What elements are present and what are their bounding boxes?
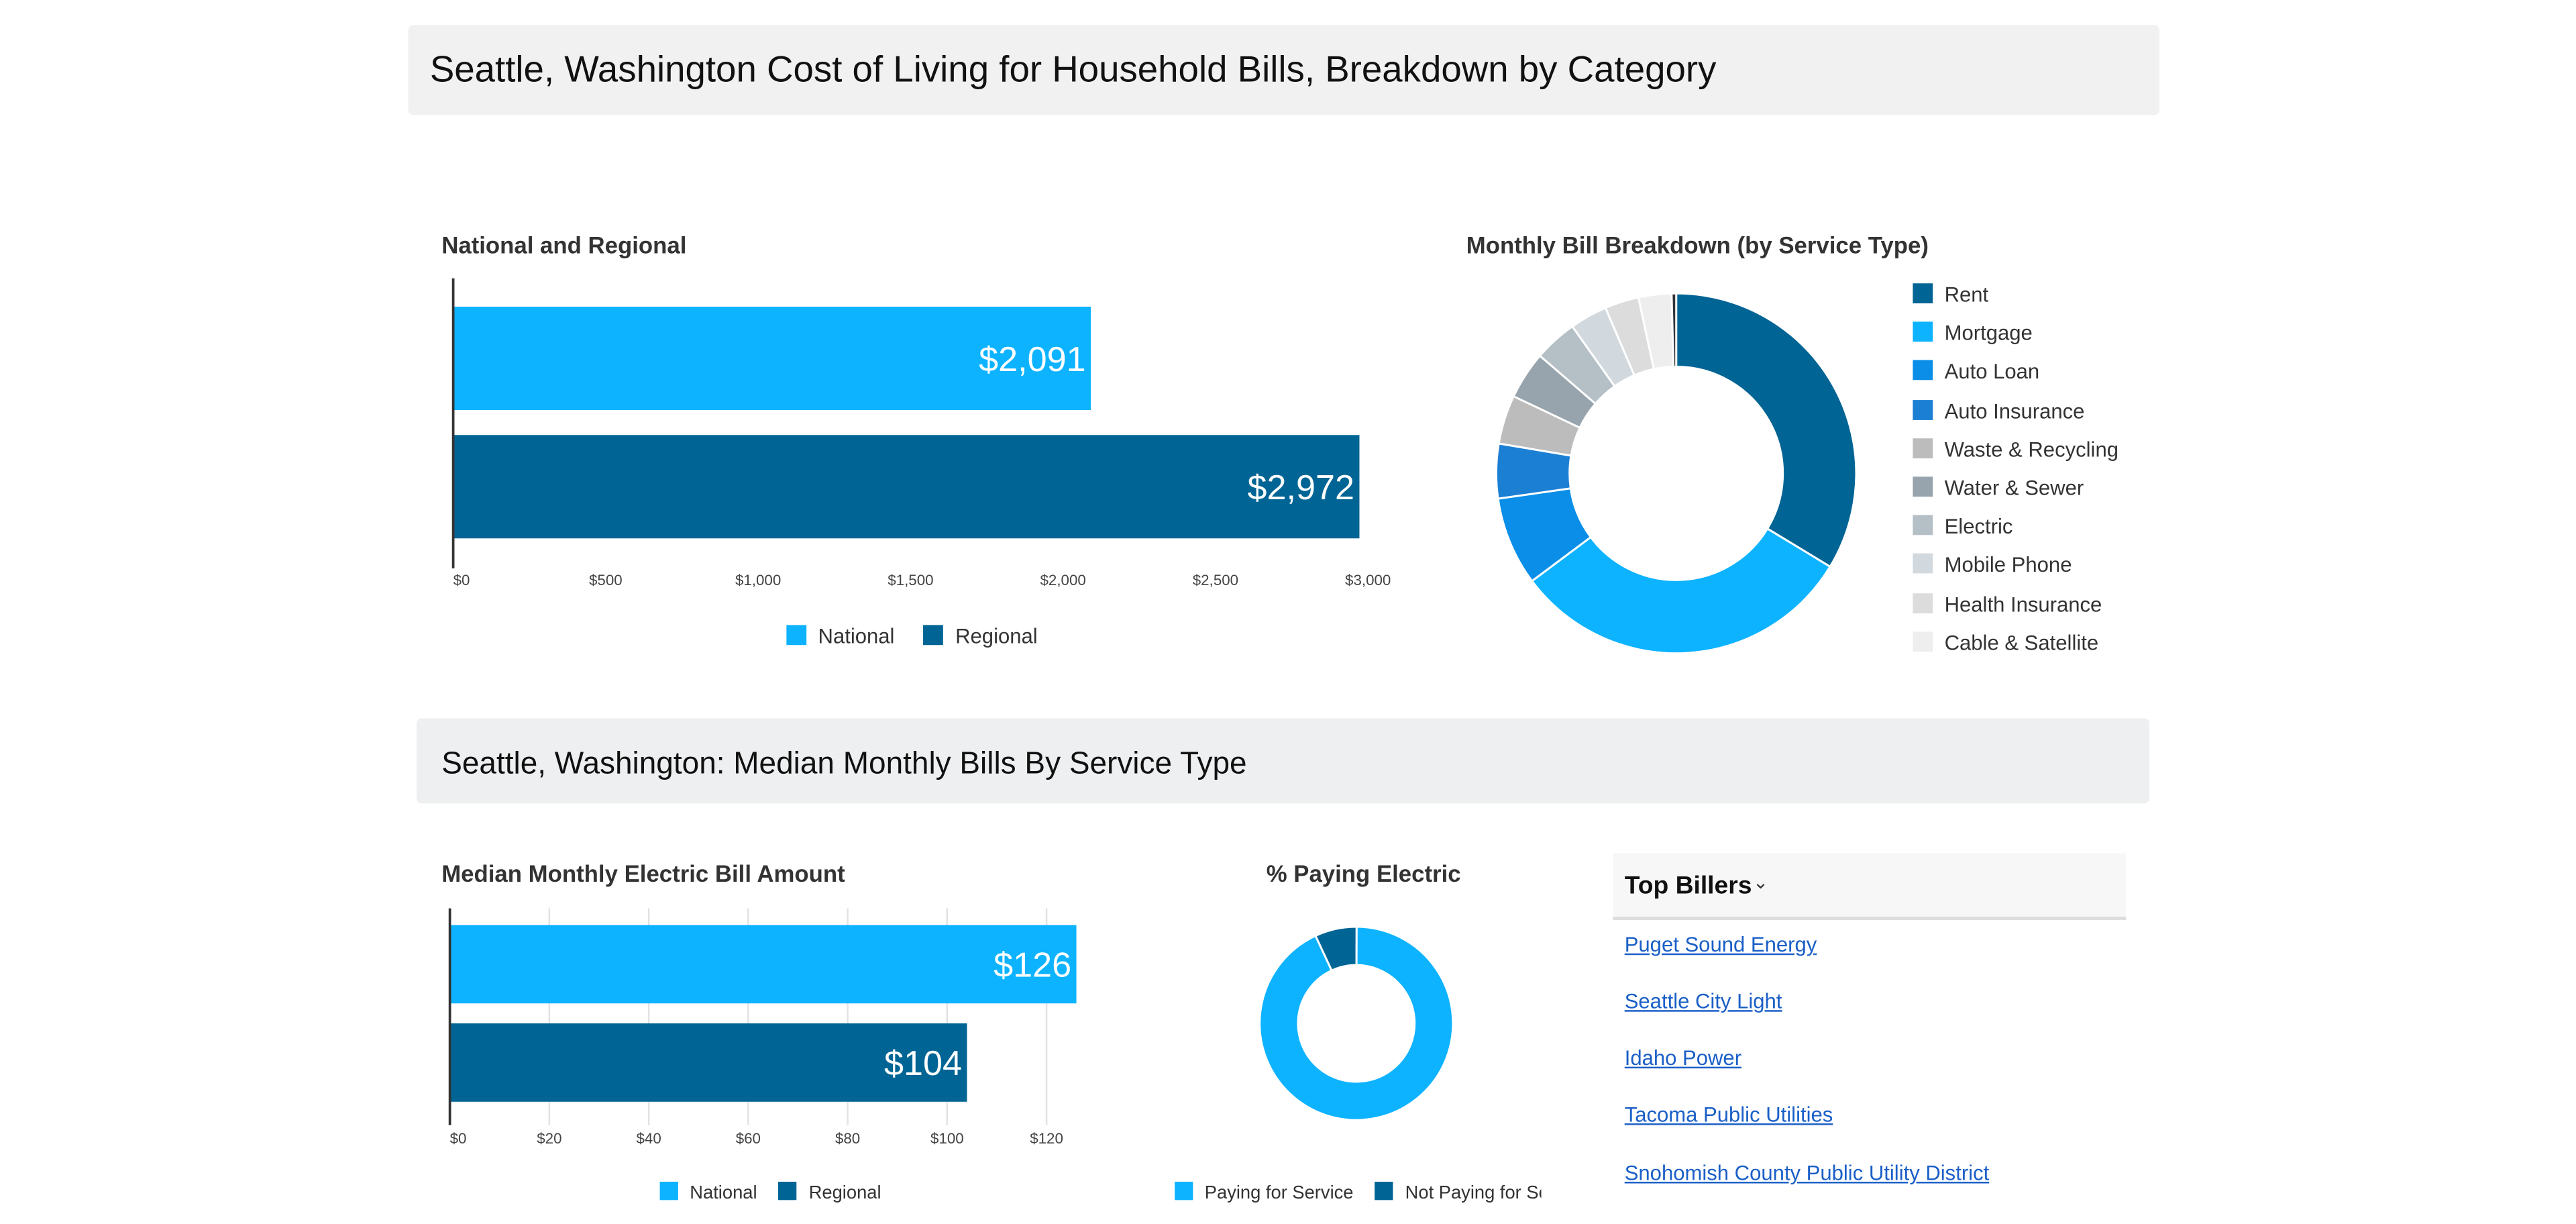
legend-label: Cable & Satellite <box>1944 631 2099 655</box>
bar-regional <box>453 435 1360 539</box>
legend-label: Auto Loan <box>1944 360 2040 385</box>
electric-bar-legend: National Regional <box>659 1182 881 1203</box>
legend-item: Mobile Phone <box>1913 554 2072 578</box>
legend-swatch <box>1913 515 1933 536</box>
bar-regional <box>449 1023 967 1102</box>
x-tick-label: $3,000 <box>1345 572 1391 589</box>
legend-swatch <box>1913 554 1933 574</box>
legend-item: Auto Loan <box>1913 360 2039 384</box>
top-billers-dropdown[interactable] <box>1613 853 2127 921</box>
bar-data-label: $2,972 <box>1248 468 1354 507</box>
legend-swatch <box>1913 283 1933 304</box>
bar-data-label: $104 <box>884 1044 962 1083</box>
legend-item: Mortgage <box>1913 321 2033 346</box>
section-title: Seattle, Washington: Median Monthly Bill… <box>441 745 1247 780</box>
legend-label: Waste & Recycling <box>1944 438 2118 462</box>
slice-other <box>1670 292 1678 368</box>
legend-item: Waste & Recycling <box>1913 438 2118 462</box>
section-banner <box>416 718 2150 804</box>
biller-link[interactable]: Seattle City Light <box>1624 990 1782 1014</box>
legend-item: Electric <box>1913 515 2012 539</box>
national-regional-bar-chart: $2,091 $2,972 $0 $500 $1,000 $1,500 $2,000 $2,5… <box>451 278 1391 589</box>
x-tick-label: $500 <box>589 572 623 589</box>
biller-link[interactable]: Snohomish County Public Utility District <box>1624 1162 1990 1185</box>
legend-item-national: National <box>786 625 894 648</box>
slice-mortgage <box>1530 527 1832 655</box>
donut-chart-title: Monthly Bill Breakdown (by Service Type) <box>1466 232 1929 258</box>
bar-chart-legend: National Regional <box>786 625 1038 648</box>
x-tick-label: $80 <box>835 1130 860 1147</box>
legend-item: Water & Sewer <box>1913 476 2084 500</box>
legend-item-paying: Paying for Service <box>1175 1182 1354 1203</box>
service-type-donut-chart <box>1495 292 1858 655</box>
legend-item: Auto Insurance <box>1913 399 2084 423</box>
x-tick-label: $40 <box>636 1130 661 1147</box>
biller-link[interactable]: Idaho Power <box>1624 1046 1742 1070</box>
legend-swatch <box>1913 631 1933 652</box>
legend-item: Health Insurance <box>1913 593 2102 616</box>
bar-data-label: $126 <box>994 946 1071 985</box>
bar-chart-title: National and Regional <box>441 232 687 258</box>
paying-electric-title: % Paying Electric <box>1266 860 1461 887</box>
x-tick-label: $100 <box>930 1130 964 1147</box>
bar-national <box>449 925 1077 1004</box>
legend-label: Auto Insurance <box>1944 399 2085 423</box>
electric-bill-bar-chart: $126 $104 $0 $20 $40 $60 $80 $100 $120 <box>448 908 1077 1147</box>
slice-paying-for-service <box>1258 925 1454 1121</box>
bar-national <box>453 307 1091 411</box>
electric-bar-chart-title: Median Monthly Electric Bill Amount <box>441 860 845 887</box>
biller-link[interactable]: Puget Sound Energy <box>1624 933 1817 957</box>
regional-swatch <box>778 1182 798 1201</box>
top-billers-title[interactable]: Top Billers <box>1624 872 1752 901</box>
national-swatch <box>659 1182 678 1201</box>
x-tick-label: $60 <box>736 1130 761 1147</box>
x-tick-label: $0 <box>450 1130 467 1147</box>
paying-electric-legend: Paying for Service Not Paying for Se <box>1175 1182 1542 1203</box>
x-tick-label: $1,500 <box>888 572 933 589</box>
legend-label: Rent <box>1944 283 1989 307</box>
slice-rent <box>1675 292 1858 568</box>
legend-swatch <box>1913 438 1933 458</box>
paying-swatch <box>1175 1182 1193 1201</box>
bar-data-label: $2,091 <box>979 340 1085 379</box>
legend-swatch <box>1913 476 1933 497</box>
chevron-down-icon[interactable]: ⌄ <box>1752 873 1768 894</box>
x-tick-label: $120 <box>1030 1130 1063 1147</box>
legend-label: Water & Sewer <box>1944 476 2084 501</box>
x-tick-label: $0 <box>453 572 470 589</box>
page-title: Seattle, Washington Cost of Living for H… <box>429 48 1717 91</box>
legend-swatch <box>1913 321 1933 342</box>
x-tick-label: $1,000 <box>735 572 781 589</box>
legend-label: Electric <box>1944 515 2013 539</box>
paying-electric-donut-chart <box>1258 925 1454 1121</box>
legend-item: Rent <box>1913 283 1988 307</box>
page-title-banner <box>408 25 2160 115</box>
legend-item-not-paying: Not Paying for Se <box>1375 1182 1542 1203</box>
legend-label: Mortgage <box>1944 321 2033 346</box>
biller-link[interactable]: Tacoma Public Utilities <box>1624 1103 1833 1127</box>
legend-swatch <box>1913 360 1933 381</box>
legend-swatch <box>1913 399 1933 419</box>
legend-item-regional: Regional <box>778 1182 881 1203</box>
not-paying-swatch <box>1375 1182 1394 1201</box>
legend-label: Health Insurance <box>1944 593 2102 616</box>
x-tick-label: $2,000 <box>1040 572 1085 589</box>
legend-label: Mobile Phone <box>1944 554 2072 578</box>
legend-item: Cable & Satellite <box>1913 631 2098 655</box>
legend-item-national: National <box>659 1182 757 1203</box>
legend-item-regional: Regional <box>923 625 1038 648</box>
regional-swatch <box>923 625 944 646</box>
legend-swatch <box>1913 593 1933 613</box>
x-tick-label: $20 <box>537 1130 561 1147</box>
x-tick-label: $2,500 <box>1193 572 1238 589</box>
national-swatch <box>786 625 807 646</box>
